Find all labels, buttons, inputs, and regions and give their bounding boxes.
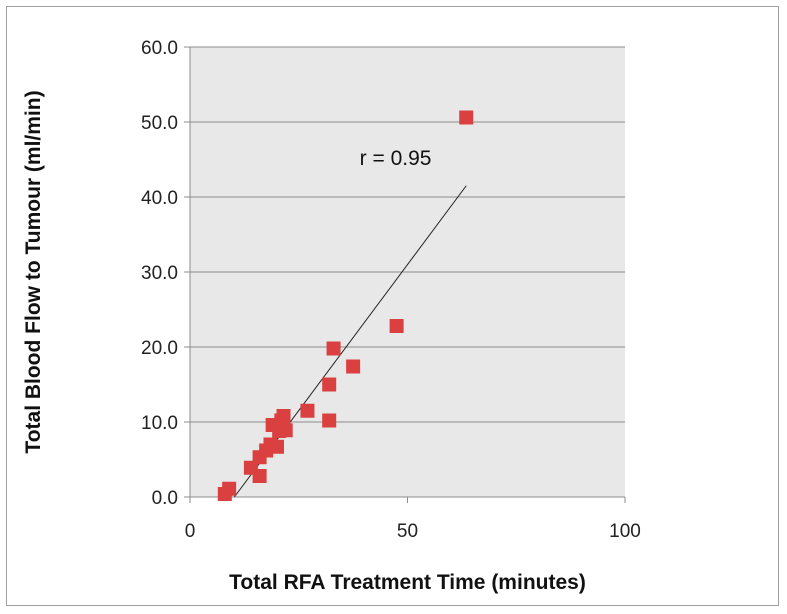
x-axis-title: Total RFA Treatment Time (minutes) [229, 571, 586, 594]
y-tick-label-1: 10.0 [141, 413, 178, 434]
x-tick-label-0: 0 [185, 521, 196, 542]
correlation-annotation: r = 0.95 [360, 147, 432, 170]
tick-labels: 0.0 10.0 20.0 30.0 40.0 50.0 60.0 0 50 100 [141, 38, 641, 542]
gridlines [190, 46, 625, 423]
y-axis-title: Total Blood Flow to Tumour (ml/min) [22, 90, 45, 453]
data-point-1 [222, 481, 237, 496]
x-tick-label-1: 50 [397, 521, 418, 542]
y-tick-label-2: 20.0 [141, 338, 178, 359]
data-point-18 [389, 319, 404, 333]
y-tick-label-5: 50.0 [141, 113, 178, 134]
data-point-15 [322, 413, 337, 428]
x-tick-label-2: 100 [609, 521, 641, 542]
data-point-13 [300, 403, 315, 418]
data-point-19 [459, 110, 474, 125]
data-point-12 [278, 423, 293, 438]
axes [184, 46, 626, 503]
chart-frame [6, 6, 779, 606]
data-point-14 [322, 377, 337, 392]
data-point-17 [346, 359, 361, 374]
data-points [217, 110, 474, 501]
y-tick-label-6: 60.0 [141, 38, 178, 59]
data-point-16 [326, 341, 341, 356]
data-point-8 [270, 439, 284, 454]
data-point-11 [276, 409, 291, 423]
y-tick-label-0: 0.0 [152, 488, 178, 509]
data-point-3 [252, 469, 267, 483]
y-tick-label-3: 30.0 [141, 263, 178, 284]
y-tick-label-4: 40.0 [141, 188, 178, 209]
